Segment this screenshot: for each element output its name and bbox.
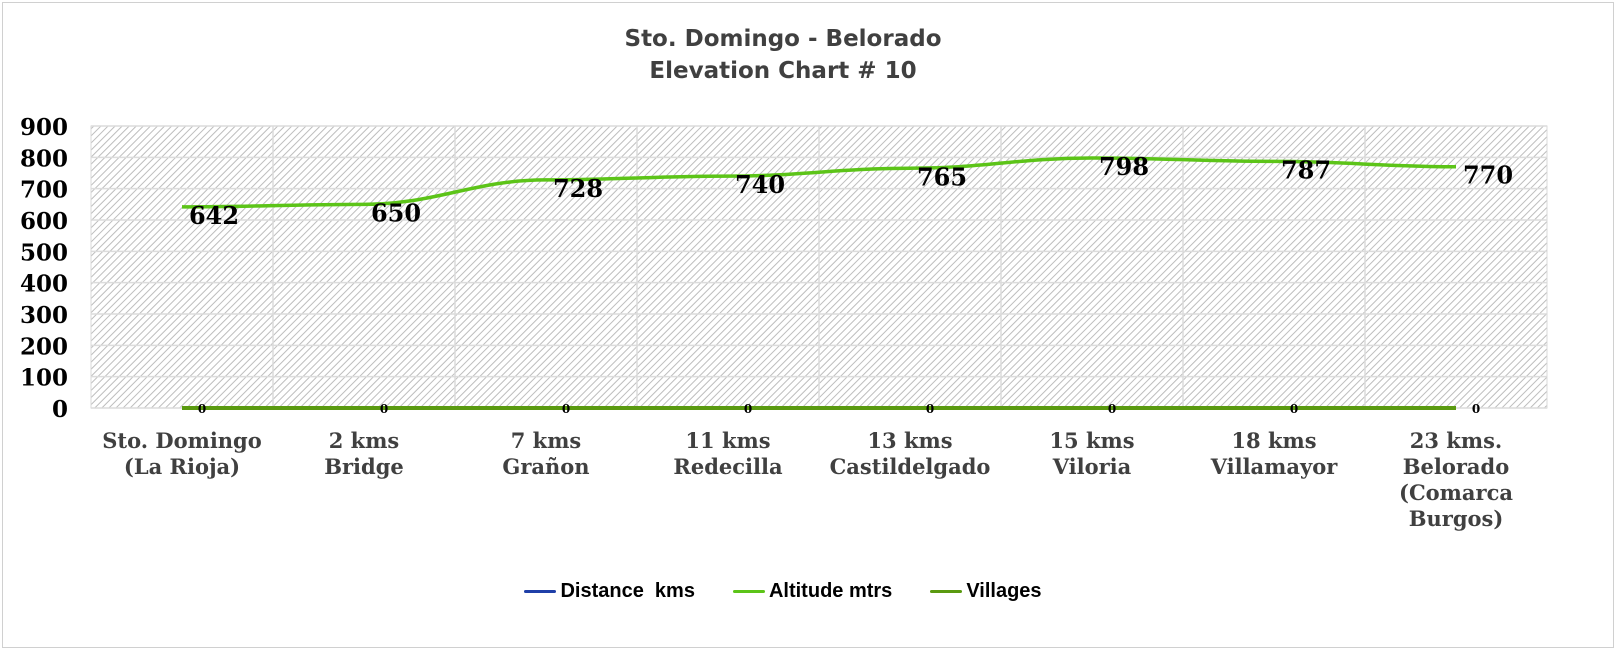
data-label: 740: [735, 170, 785, 199]
data-label: 765: [917, 162, 967, 191]
data-label: 0: [562, 402, 570, 416]
y-tick-label: 300: [20, 302, 68, 329]
x-tick-label: 18 kms Villamayor: [1210, 428, 1339, 479]
y-tick-label: 200: [20, 333, 68, 360]
data-label: 0: [380, 402, 388, 416]
data-label: 770: [1463, 161, 1513, 190]
legend-swatch: [524, 590, 557, 593]
series-line-altitude-mtrs: [181, 156, 1457, 209]
legend-item: Distance kms: [524, 580, 695, 603]
x-tick-label: 2 kms Bridge: [324, 428, 404, 479]
x-tick-label: 23 kms. Belorado (Comarca Burgos): [1399, 428, 1513, 531]
data-label: 650: [371, 198, 421, 227]
y-tick-label: 700: [20, 177, 68, 204]
x-tick-label: 15 kms Viloria: [1049, 428, 1134, 479]
legend-swatch: [930, 590, 963, 593]
data-label: 0: [744, 402, 752, 416]
data-label: 728: [553, 174, 603, 203]
data-label: 0: [198, 402, 206, 416]
data-label: 642: [189, 201, 239, 230]
y-tick-label: 100: [20, 365, 68, 392]
data-label: 787: [1281, 155, 1331, 184]
chart-subtitle: Elevation Chart # 10: [649, 58, 917, 84]
x-tick-label: 13 kms Castildelgado: [830, 428, 991, 479]
legend-item: Villages: [930, 580, 1042, 603]
legend: Distance kms Altitude mtrs Villages: [0, 580, 1566, 603]
legend-label: Villages: [966, 580, 1042, 602]
data-label: 0: [1290, 402, 1298, 416]
x-tick-label: 11 kms Redecilla: [673, 428, 783, 479]
legend-item: Altitude mtrs: [732, 580, 893, 603]
x-tick-label: Sto. Domingo (La Rioja): [102, 428, 262, 479]
legend-swatch: [732, 590, 765, 593]
y-tick-label: 0: [52, 396, 68, 423]
y-tick-label: 400: [20, 271, 68, 298]
y-tick-label: 800: [20, 145, 68, 172]
y-tick-label: 500: [20, 239, 68, 266]
legend-label: Distance kms: [560, 580, 695, 602]
chart-title: Sto. Domingo - Belorado: [624, 26, 942, 52]
data-label: 798: [1099, 152, 1149, 181]
data-label: 0: [926, 402, 934, 416]
data-label: 0: [1108, 402, 1116, 416]
y-tick-label: 900: [20, 114, 68, 141]
legend-label: Altitude mtrs: [768, 580, 893, 602]
data-label: 0: [1472, 402, 1480, 416]
y-tick-label: 600: [20, 208, 68, 235]
x-tick-label: 7 kms Grañon: [502, 428, 589, 479]
